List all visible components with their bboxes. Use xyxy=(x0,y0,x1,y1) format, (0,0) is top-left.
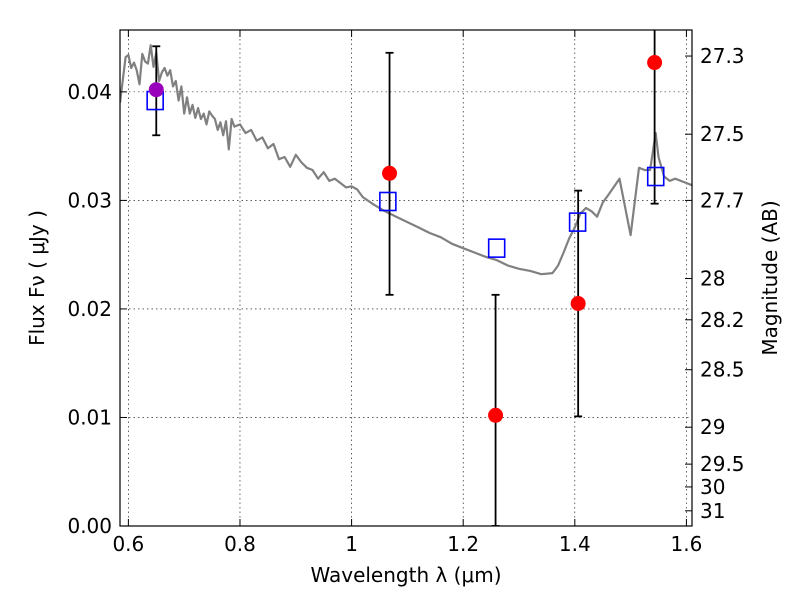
y-tick-label: 0.01 xyxy=(67,405,112,429)
right-tick-label: 28 xyxy=(700,267,725,291)
axis-ticks: 0.6 0.8 1 1.2 1.4 1.6 0.00 0.01 0.02 0.03 0.04 27.3… xyxy=(67,30,745,556)
plot-area xyxy=(120,30,692,526)
y-tick-label: 0.04 xyxy=(67,80,112,104)
right-tick-label: 27.7 xyxy=(700,188,745,212)
right-axis-label: Magnitude (AB) xyxy=(758,200,782,355)
x-tick-label: 1 xyxy=(345,532,358,556)
y-tick-label: 0.02 xyxy=(67,297,112,321)
x-tick-label: 1.2 xyxy=(447,532,479,556)
x-tick-label: 1.4 xyxy=(559,532,591,556)
model-photometry-marker xyxy=(487,238,506,258)
x-tick-label: 0.8 xyxy=(224,532,256,556)
plot-frame xyxy=(119,29,693,527)
y-tick-label: 0.03 xyxy=(67,188,112,212)
right-tick-label: 29.5 xyxy=(700,452,745,476)
right-tick-label: 30 xyxy=(700,475,725,499)
right-tick-label: 27.5 xyxy=(700,122,745,146)
y-tick-label: 0.00 xyxy=(67,514,112,538)
x-tick-label: 1.6 xyxy=(671,532,703,556)
model-photometry-marker xyxy=(646,166,665,187)
observed-point xyxy=(570,296,586,312)
right-tick-label: 28.5 xyxy=(700,358,745,382)
y-axis-label: Flux Fν ( μJy ) xyxy=(25,210,49,346)
right-tick-label: 27.3 xyxy=(700,44,745,68)
x-axis-label: Wavelength λ (μm) xyxy=(310,563,501,587)
model-photometry-marker xyxy=(568,212,587,232)
sed-model-line xyxy=(120,44,692,276)
observed-point xyxy=(382,165,398,181)
model-photometry-marker xyxy=(379,191,397,212)
right-tick-label: 31 xyxy=(700,499,725,523)
observed-point xyxy=(647,55,663,71)
right-tick-label: 28.2 xyxy=(700,308,745,332)
observed-point xyxy=(488,407,504,423)
observed-point xyxy=(148,82,164,98)
x-tick-label: 0.6 xyxy=(112,532,144,556)
right-tick-label: 29 xyxy=(700,415,725,439)
